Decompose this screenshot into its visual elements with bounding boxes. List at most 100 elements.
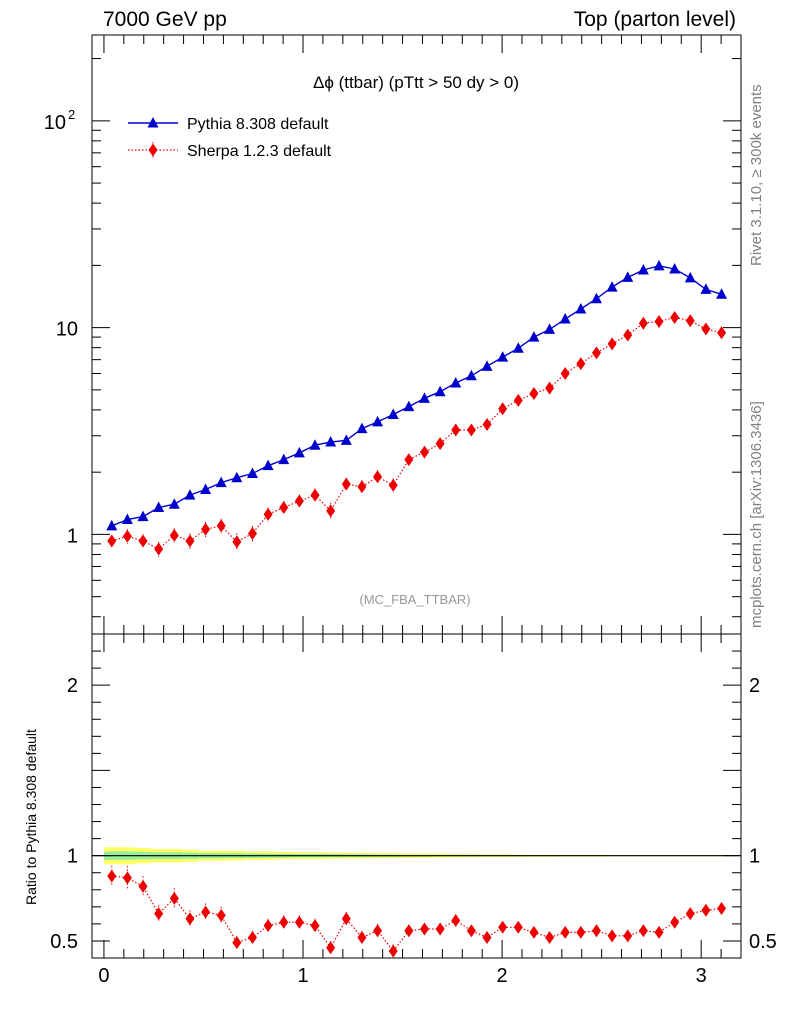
ratio-ytick-label-left: 1 <box>67 846 78 868</box>
sherpa-point <box>154 542 164 556</box>
sherpa-point <box>529 387 539 401</box>
sherpa-ratio-point <box>607 929 617 943</box>
sherpa-ratio-point <box>498 920 508 934</box>
sherpa-point <box>201 522 211 536</box>
sherpa-ratio-point <box>685 907 695 921</box>
sherpa-ratio-point <box>513 920 523 934</box>
sherpa-point <box>576 357 586 371</box>
sherpa-point <box>498 402 508 416</box>
pythia-point <box>684 271 696 283</box>
sherpa-ratio-line <box>111 875 722 953</box>
pythia-point <box>528 331 540 342</box>
ratio-panel: 0 1 2 3 0.5 0.5 1 1 2 2 <box>50 633 777 987</box>
pythia-point <box>215 476 227 488</box>
sherpa-ratio-point <box>404 924 414 938</box>
sherpa-ratio-point <box>560 925 570 939</box>
pythia-point <box>418 392 430 403</box>
sherpa-ratio-point <box>185 912 195 926</box>
sherpa-point <box>513 393 523 407</box>
ratio-ytick-label-left: 2 <box>67 675 78 697</box>
ratio-xtick-label: 2 <box>497 965 508 987</box>
pythia-point <box>184 489 196 500</box>
sherpa-point <box>654 315 664 329</box>
pythia-point <box>309 439 321 450</box>
sherpa-ratio-point <box>216 908 226 922</box>
sherpa-point <box>169 528 179 542</box>
sherpa-ratio-point <box>654 925 664 939</box>
pythia-point <box>293 446 305 458</box>
sherpa-ratio-point <box>341 912 351 926</box>
sherpa-ratio-point <box>717 902 727 916</box>
sherpa-ratio-point <box>122 871 132 885</box>
main-title: Δϕ (ttbar) (pTtt > 50 dy > 0) <box>313 73 519 92</box>
ratio-ylabel: Ratio to Pythia 8.308 default <box>23 729 39 905</box>
sherpa-point <box>670 310 680 324</box>
pythia-point <box>121 513 133 525</box>
pythia-point <box>700 283 712 294</box>
sherpa-point <box>294 494 304 508</box>
sherpa-point <box>279 500 289 514</box>
pythia-point <box>137 510 149 522</box>
sherpa-point <box>216 519 226 533</box>
sherpa-point <box>638 316 648 330</box>
legend: Pythia 8.308 default Sherpa 1.2.3 defaul… <box>128 116 332 160</box>
sherpa-point <box>685 314 695 328</box>
sherpa-ratio-point <box>388 944 398 958</box>
pythia-point <box>622 271 634 282</box>
pythia-point <box>106 519 118 531</box>
sherpa-ratio-point <box>294 915 304 929</box>
sherpa-ratio-point <box>326 941 336 955</box>
main-ytick-exponent: 2 <box>68 107 75 122</box>
ratio-xtick-label: 3 <box>696 965 707 987</box>
side-label-bottom: mcplots.cern.ch [arXiv:1306.3436] <box>748 401 765 628</box>
sherpa-point <box>591 346 601 360</box>
sherpa-point <box>247 527 257 541</box>
sherpa-point <box>388 478 398 492</box>
ratio-ytick-label-right: 1 <box>749 846 760 868</box>
sherpa-point <box>545 381 555 395</box>
sherpa-point <box>185 534 195 548</box>
pythia-point <box>590 292 602 304</box>
pythia-point <box>434 385 446 397</box>
sherpa-point <box>435 437 445 451</box>
sherpa-point <box>482 418 492 432</box>
pythia-point <box>512 342 524 353</box>
sherpa-ratio-point <box>310 919 320 933</box>
sherpa-ratio-point <box>466 924 476 938</box>
sherpa-ratio-point <box>154 907 164 921</box>
sherpa-point <box>357 480 367 494</box>
pythia-point <box>653 259 665 271</box>
sherpa-ratio-point <box>279 915 289 929</box>
ratio-xtick-label: 1 <box>297 965 308 987</box>
pythia-point <box>231 471 243 483</box>
ratio-ytick-label-right: 2 <box>749 675 760 697</box>
ratio-ytick-label-right: 0.5 <box>749 931 777 953</box>
sherpa-ratio-point <box>357 931 367 945</box>
pythia-point <box>153 501 165 512</box>
main-ytick-label: 1 <box>67 525 78 547</box>
sherpa-ratio-point <box>232 936 242 950</box>
sherpa-ratio-point <box>247 931 257 945</box>
pythia-point <box>497 351 509 362</box>
pythia-line <box>111 265 722 527</box>
ratio-xtick-label: 0 <box>98 965 109 987</box>
pythia-point <box>278 453 290 465</box>
pythia-point <box>325 435 337 447</box>
sherpa-point <box>419 445 429 459</box>
legend-pythia-label: Pythia 8.308 default <box>187 116 329 133</box>
pythia-point <box>356 422 368 434</box>
legend-sherpa-marker <box>148 143 158 157</box>
sherpa-ratio-point <box>591 924 601 938</box>
sherpa-point <box>232 535 242 549</box>
sherpa-ratio-point <box>623 929 633 943</box>
pythia-point <box>168 498 180 509</box>
sherpa-ratio-point <box>107 869 117 883</box>
header-right: Top (parton level) <box>573 8 736 31</box>
side-label-top: Rivet 3.1.10, ≥ 300k events <box>748 84 765 266</box>
legend-pythia-marker <box>147 117 159 128</box>
pythia-point <box>606 281 618 292</box>
legend-sherpa-label: Sherpa 1.2.3 default <box>187 143 332 160</box>
pythia-point <box>372 415 384 427</box>
pythia-point <box>559 313 571 324</box>
